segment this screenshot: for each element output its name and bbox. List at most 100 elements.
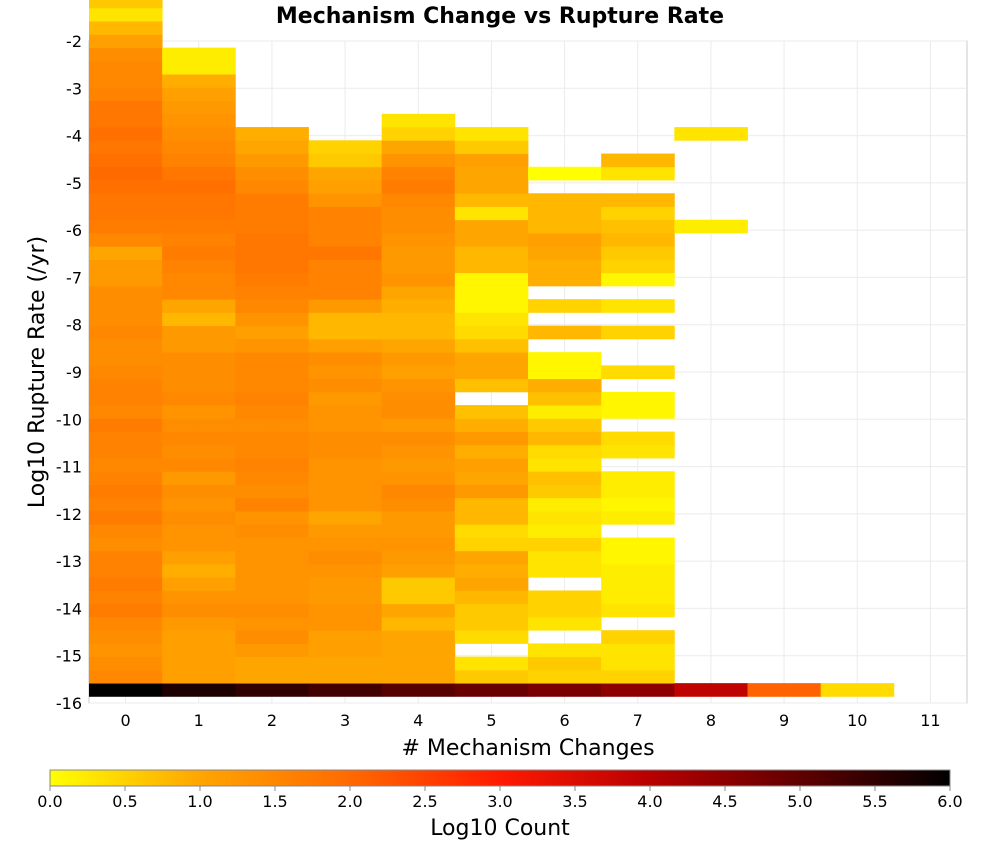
heatmap-cell bbox=[308, 338, 383, 353]
y-tick-label: -12 bbox=[56, 505, 82, 524]
colorbar-tick-label: 5.5 bbox=[862, 792, 887, 811]
heatmap-cell bbox=[162, 100, 236, 115]
heatmap-cell bbox=[162, 563, 236, 578]
heatmap-cell bbox=[381, 352, 456, 366]
x-tick-label: 9 bbox=[779, 711, 789, 730]
heatmap-cell bbox=[89, 511, 163, 525]
heatmap-cell bbox=[528, 471, 602, 485]
y-tick-label: -4 bbox=[66, 127, 82, 146]
heatmap-cell bbox=[89, 47, 163, 62]
heatmap-cell bbox=[89, 153, 163, 168]
y-tick-label: -16 bbox=[56, 694, 82, 713]
heatmap-cell bbox=[601, 511, 675, 525]
heatmap-cell bbox=[454, 577, 529, 591]
heatmap-cell bbox=[528, 325, 602, 340]
heatmap-cell bbox=[162, 603, 236, 618]
heatmap-cell bbox=[162, 524, 236, 538]
heatmap-cell bbox=[528, 590, 602, 605]
heatmap-cell bbox=[235, 656, 309, 671]
heatmap-cell bbox=[308, 352, 383, 366]
heatmap-cell bbox=[308, 153, 383, 168]
heatmap-cell bbox=[89, 140, 163, 154]
heatmap-cell bbox=[89, 0, 163, 9]
heatmap-cell bbox=[601, 537, 675, 552]
heatmap-cell bbox=[454, 153, 529, 168]
colorbar-ticks: 0.0 0.5 1.0 1.5 2.0 2.5 3.0 3.5 4.0 4.5 5.0 5.5 6.0 bbox=[37, 786, 963, 811]
heatmap-cell bbox=[235, 338, 309, 353]
heatmap-cell bbox=[454, 418, 529, 432]
heatmap-cell bbox=[454, 603, 529, 618]
x-tick-label: 3 bbox=[340, 711, 350, 730]
heatmap-cell bbox=[89, 193, 163, 207]
heatmap-cell bbox=[89, 458, 163, 472]
heatmap-cell bbox=[528, 206, 602, 221]
heatmap-cell bbox=[454, 683, 529, 697]
heatmap-cell bbox=[528, 458, 602, 472]
heatmap-cell bbox=[528, 418, 602, 432]
heatmap-cell bbox=[528, 259, 602, 274]
heatmap-cell bbox=[601, 193, 675, 207]
heatmap-cell bbox=[528, 219, 602, 234]
heatmap-cell bbox=[89, 299, 163, 313]
heatmap-cell bbox=[308, 537, 383, 552]
heatmap-cell bbox=[528, 683, 602, 697]
heatmap-cell bbox=[89, 484, 163, 499]
heatmap-cell bbox=[381, 563, 456, 578]
heatmap-cell bbox=[89, 616, 163, 631]
heatmap-cell bbox=[235, 405, 309, 419]
heatmap-cell bbox=[89, 206, 163, 221]
heatmap-cell bbox=[308, 444, 383, 459]
x-tick-label: 0 bbox=[120, 711, 130, 730]
heatmap-cell bbox=[235, 418, 309, 432]
heatmap-cell bbox=[89, 100, 163, 115]
heatmap-cell bbox=[381, 630, 456, 644]
chart-title: Mechanism Change vs Rupture Rate bbox=[276, 4, 724, 29]
heatmap-cell bbox=[308, 431, 383, 446]
y-tick-label: -10 bbox=[56, 410, 82, 429]
heatmap-cell bbox=[381, 643, 456, 658]
heatmap-cell bbox=[235, 272, 309, 287]
colorbar-tick-label: 1.5 bbox=[262, 792, 287, 811]
heatmap-cell bbox=[381, 391, 456, 406]
heatmap-cell bbox=[89, 669, 163, 684]
heatmap-cell bbox=[601, 219, 675, 234]
heatmap-cell bbox=[381, 312, 456, 327]
heatmap-cell bbox=[162, 153, 236, 168]
heatmap-cell bbox=[235, 458, 309, 472]
heatmap-cell bbox=[235, 577, 309, 591]
heatmap-cell bbox=[162, 338, 236, 353]
heatmap-cell bbox=[89, 21, 163, 35]
heatmap-cell bbox=[308, 683, 383, 697]
heatmap-cell bbox=[308, 193, 383, 207]
heatmap-cell bbox=[235, 471, 309, 485]
heatmap-cell bbox=[674, 219, 748, 234]
heatmap-cell bbox=[381, 590, 456, 605]
heatmap-cell bbox=[235, 180, 309, 194]
heatmap-cell bbox=[162, 630, 236, 644]
heatmap-cell bbox=[235, 630, 309, 644]
heatmap-cell bbox=[89, 166, 163, 181]
heatmap-cell bbox=[89, 683, 163, 697]
heatmap-cell bbox=[528, 193, 602, 207]
heatmap-cell bbox=[235, 643, 309, 658]
heatmap-cell bbox=[528, 299, 602, 313]
heatmap-cell bbox=[162, 511, 236, 525]
heatmap-cell bbox=[528, 511, 602, 525]
heatmap-cell bbox=[235, 365, 309, 380]
heatmap-cell bbox=[381, 153, 456, 168]
heatmap-cell bbox=[601, 683, 675, 697]
heatmap-cell bbox=[235, 325, 309, 340]
heatmap-cell bbox=[381, 471, 456, 485]
heatmap-cell bbox=[235, 232, 309, 247]
heatmap-cell bbox=[454, 497, 529, 512]
heatmap-cell bbox=[381, 259, 456, 274]
heatmap-cell bbox=[528, 405, 602, 419]
y-axis-ticks: -2 -3 -4 -5 -6 -7 -8 -9 -10 -11 -12 -13 -14 -15 -16 bbox=[56, 32, 82, 713]
heatmap-cell bbox=[381, 378, 456, 393]
heatmap-cell bbox=[162, 74, 236, 88]
heatmap-cell bbox=[454, 378, 529, 393]
heatmap-cell bbox=[308, 550, 383, 565]
heatmap-cell bbox=[601, 431, 675, 446]
heatmap-cell bbox=[89, 471, 163, 485]
heatmap-cell bbox=[308, 669, 383, 684]
